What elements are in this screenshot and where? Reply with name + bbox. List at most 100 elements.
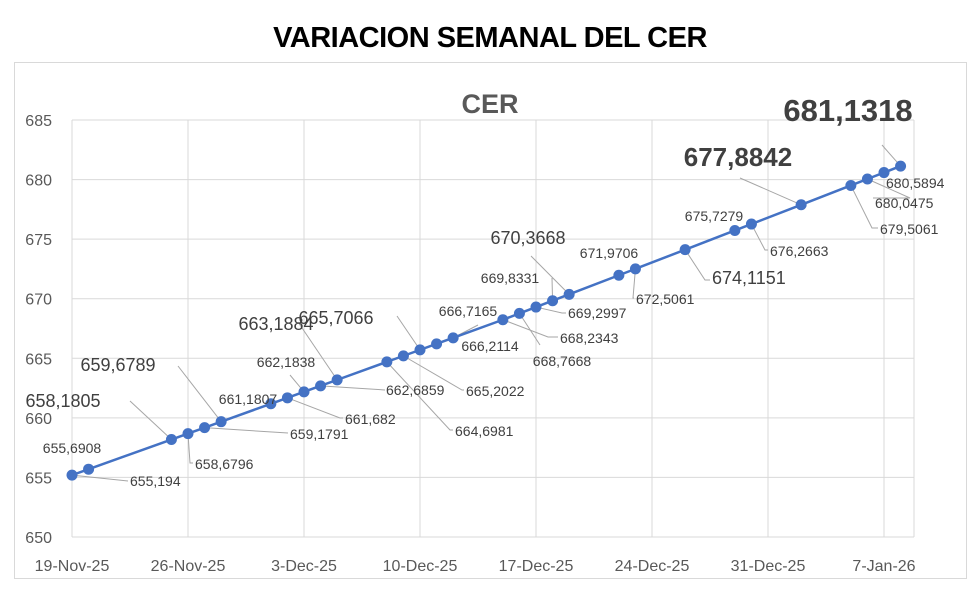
leader-line	[129, 400, 172, 440]
leader-line	[850, 185, 878, 229]
data-label: 661,1807	[219, 391, 278, 407]
data-label: 676,2663	[770, 243, 829, 259]
data-label: 680,0475	[875, 195, 934, 211]
data-point	[547, 295, 559, 307]
y-tick-label: 680	[25, 173, 52, 190]
leader-line	[204, 427, 289, 434]
data-label: 679,5061	[880, 221, 939, 237]
data-label: 672,5061	[636, 291, 695, 307]
data-point	[679, 244, 691, 256]
data-point	[447, 332, 459, 344]
data-point	[795, 199, 807, 211]
leader-line	[750, 223, 768, 251]
data-point	[878, 167, 890, 179]
data-point	[331, 374, 343, 386]
data-label: 669,2997	[568, 305, 627, 321]
data-label: 658,6796	[195, 456, 254, 472]
data-label: 669,8331	[481, 270, 540, 286]
data-point	[83, 463, 95, 475]
data-point	[215, 416, 227, 428]
x-tick-label: 7-Jan-26	[852, 558, 915, 575]
leader-line	[403, 355, 464, 391]
data-point	[563, 288, 575, 300]
page-title: VARIACION SEMANAL DEL CER	[273, 22, 707, 54]
data-label: 659,1791	[290, 426, 349, 442]
leader-line	[297, 321, 338, 381]
leader-line	[177, 365, 222, 422]
leader-line	[287, 397, 343, 419]
leader-line	[739, 177, 802, 206]
data-point	[431, 338, 443, 350]
data-label: 661,682	[345, 411, 396, 427]
x-tick-label: 17-Dec-25	[499, 558, 574, 575]
data-label: 668,7668	[533, 353, 592, 369]
data-point	[629, 263, 641, 275]
y-tick-label: 670	[25, 292, 52, 309]
data-label: 665,7066	[298, 308, 373, 328]
data-label: 675,7279	[685, 208, 744, 224]
data-point	[497, 314, 509, 326]
leader-line	[684, 249, 710, 281]
data-point	[414, 344, 426, 356]
data-label: 666,7165	[439, 303, 498, 319]
leader-line	[530, 255, 570, 295]
data-point	[729, 224, 741, 236]
leader-line	[386, 361, 453, 431]
data-point	[182, 428, 194, 440]
data-point	[845, 179, 857, 191]
data-label: 665,2022	[466, 383, 525, 399]
leader-line	[535, 306, 566, 314]
data-point	[281, 392, 293, 404]
data-label: 655,194	[130, 473, 181, 489]
y-tick-label: 675	[25, 232, 52, 249]
data-point	[315, 380, 327, 392]
x-tick-label: 19-Nov-25	[35, 558, 110, 575]
data-point	[265, 398, 277, 410]
data-label: 668,2343	[560, 330, 619, 346]
data-label: 666,2114	[461, 338, 519, 354]
x-tick-label: 31-Dec-25	[731, 558, 806, 575]
data-point	[861, 173, 873, 185]
x-tick-label: 26-Nov-25	[151, 558, 226, 575]
data-point	[397, 350, 409, 362]
leader-line	[320, 385, 386, 391]
data-point	[530, 301, 542, 313]
y-tick-label: 655	[25, 470, 52, 487]
x-tick-label: 10-Dec-25	[383, 558, 458, 575]
data-label: 674,1151	[712, 268, 786, 288]
data-label: 664,6981	[455, 423, 514, 439]
data-point	[745, 218, 757, 230]
data-point	[381, 356, 393, 368]
data-label: 670,3668	[490, 228, 565, 248]
data-label: 659,6789	[80, 355, 155, 375]
leader-line	[71, 474, 129, 482]
data-point	[895, 160, 907, 172]
leader-line	[187, 433, 193, 464]
leader-line	[632, 268, 636, 299]
x-tick-label: 3-Dec-25	[271, 558, 337, 575]
chart-frame	[14, 62, 967, 579]
data-label: 658,1805	[25, 391, 100, 411]
data-point	[199, 422, 211, 434]
data-label: 677,8842	[684, 142, 792, 172]
data-label: 680,5894	[886, 175, 945, 191]
leader-line	[502, 319, 558, 338]
data-point	[513, 307, 525, 319]
leader-line	[867, 178, 911, 199]
data-label: 663,1884	[238, 314, 313, 334]
y-tick-label: 685	[25, 113, 52, 130]
data-label: 671,9706	[580, 245, 639, 261]
data-label: 655,6908	[43, 440, 102, 456]
data-point	[66, 469, 78, 481]
data-point	[165, 434, 177, 446]
data-point	[298, 386, 310, 398]
y-tick-label: 660	[25, 411, 52, 428]
y-tick-label: 650	[25, 530, 52, 547]
y-tick-label: 665	[25, 351, 52, 368]
leader-line	[396, 315, 421, 351]
data-label: 681,1318	[783, 93, 912, 128]
chart-title: CER	[461, 89, 518, 119]
x-tick-label: 24-Dec-25	[615, 558, 690, 575]
leader-line	[519, 313, 541, 346]
